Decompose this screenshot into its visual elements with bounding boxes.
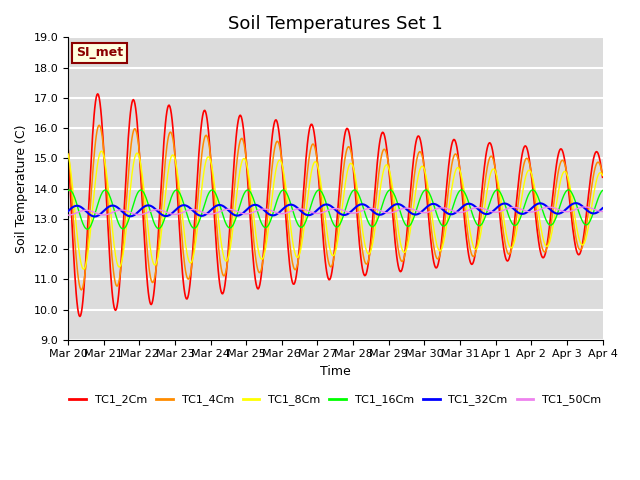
Y-axis label: Soil Temperature (C): Soil Temperature (C) — [15, 124, 28, 253]
Legend: TC1_2Cm, TC1_4Cm, TC1_8Cm, TC1_16Cm, TC1_32Cm, TC1_50Cm: TC1_2Cm, TC1_4Cm, TC1_8Cm, TC1_16Cm, TC1… — [65, 390, 605, 410]
Text: SI_met: SI_met — [76, 47, 123, 60]
X-axis label: Time: Time — [320, 365, 351, 378]
Title: Soil Temperatures Set 1: Soil Temperatures Set 1 — [228, 15, 443, 33]
